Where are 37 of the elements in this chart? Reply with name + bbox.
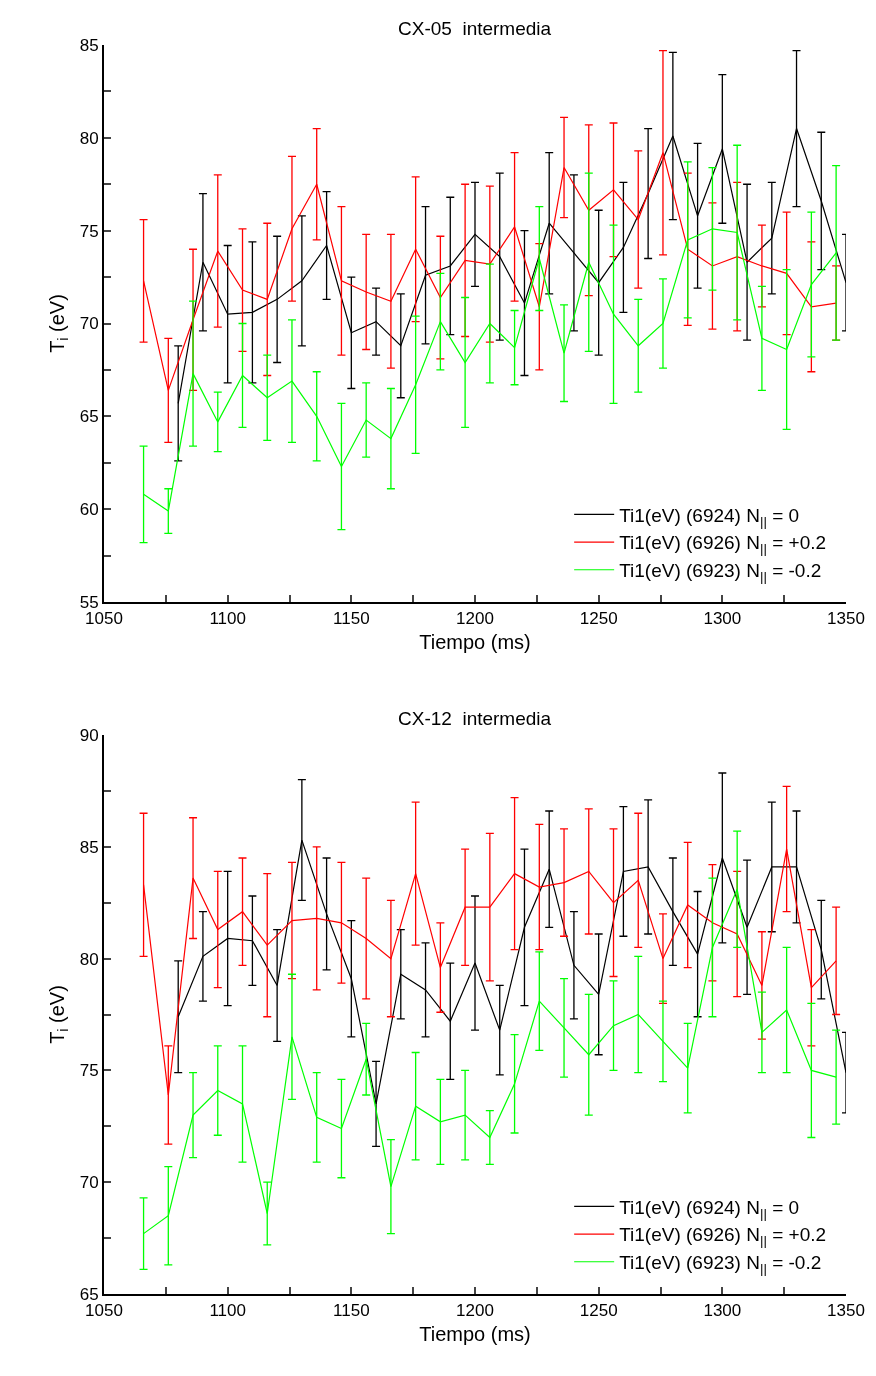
y-tick-label: 75 — [79, 1061, 99, 1081]
x-tick-label: 1300 — [703, 609, 742, 629]
legend-label: Ti1(eV) (6924) N$_{||}$ = 0 — [619, 1196, 800, 1221]
y-tick-label: 90 — [79, 725, 99, 745]
y-tick-label: 75 — [79, 221, 99, 241]
x-tick-label: 1050 — [85, 609, 123, 629]
y-tick-label: 65 — [79, 1284, 99, 1304]
x-tick-label: 1200 — [456, 609, 494, 629]
x-tick-label: 1050 — [85, 1301, 123, 1321]
chart-title: CX-12 intermedia — [398, 708, 552, 729]
legend-label: Ti1(eV) (6923) N$_{||}$ = -0.2 — [619, 1252, 822, 1277]
chart-title: CX-05 intermedia — [398, 18, 552, 39]
y-tick-label: 55 — [79, 592, 99, 612]
y-tick-label: 65 — [79, 407, 99, 427]
y-tick-label: 80 — [79, 949, 99, 969]
legend-label: Ti1(eV) (6923) N$_{||}$ = -0.2 — [619, 560, 822, 585]
x-tick-label: 1150 — [333, 609, 370, 629]
legend-label: Ti1(eV) (6924) N$_{||}$ = 0 — [619, 504, 800, 529]
x-tick-label: 1150 — [333, 1301, 370, 1321]
x-tick-label: 1200 — [456, 1301, 494, 1321]
y-tick-label: 60 — [79, 500, 99, 520]
y-tick-label: 85 — [79, 35, 99, 55]
y-tick-label: 85 — [79, 837, 99, 857]
x-tick-label: 1250 — [579, 1301, 618, 1321]
x-tick-label: 1350 — [827, 609, 865, 629]
x-tick-label: 1350 — [827, 1301, 865, 1321]
x-tick-label: 1100 — [209, 1301, 246, 1321]
legend-label: Ti1(eV) (6926) N$_{||}$ = +0.2 — [619, 532, 827, 557]
y-tick-label: 70 — [79, 314, 99, 334]
x-tick-label: 1100 — [209, 609, 246, 629]
x-tick-label: 1250 — [579, 609, 618, 629]
y-tick-label: 80 — [79, 128, 99, 148]
x-axis-title: Tiempo (ms) — [419, 631, 531, 654]
x-axis-title: Tiempo (ms) — [419, 1323, 531, 1346]
legend-label: Ti1(eV) (6926) N$_{||}$ = +0.2 — [619, 1224, 827, 1249]
x-tick-label: 1300 — [703, 1301, 742, 1321]
y-tick-label: 70 — [79, 1173, 99, 1193]
